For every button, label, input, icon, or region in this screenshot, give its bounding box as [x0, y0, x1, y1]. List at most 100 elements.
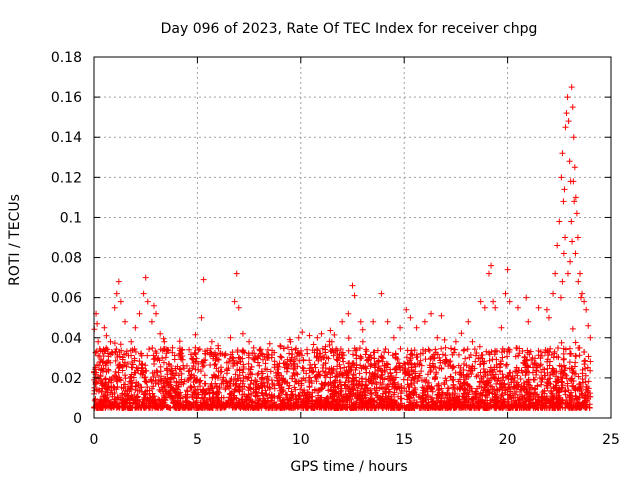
data-point: [222, 350, 229, 357]
data-point: [462, 386, 469, 393]
data-point: [465, 373, 472, 380]
data-point: [568, 376, 575, 383]
data-point: [498, 324, 505, 331]
data-point: [338, 387, 345, 394]
data-point: [567, 392, 574, 399]
data-point: [555, 344, 562, 351]
data-point: [546, 349, 553, 356]
data-point: [98, 380, 105, 387]
data-point: [127, 347, 134, 354]
data-point: [345, 386, 352, 393]
data-point: [585, 378, 592, 385]
data-point: [219, 376, 226, 383]
data-point: [247, 385, 254, 392]
data-point: [171, 388, 178, 395]
data-point: [571, 385, 578, 392]
data-point: [227, 334, 234, 341]
data-point: [156, 397, 163, 404]
data-point: [579, 392, 586, 399]
data-point: [252, 381, 259, 388]
data-point: [178, 379, 185, 386]
data-point: [565, 387, 572, 394]
data-point: [542, 349, 549, 356]
data-point: [575, 403, 582, 410]
data-point: [95, 338, 102, 345]
data-point: [446, 404, 453, 411]
data-point: [476, 404, 483, 411]
data-point: [442, 400, 449, 407]
data-point: [128, 364, 135, 371]
data-point: [339, 355, 346, 362]
data-point: [253, 389, 260, 396]
data-point: [245, 354, 252, 361]
data-point: [148, 378, 155, 385]
data-point: [252, 392, 259, 399]
data-point: [109, 391, 116, 398]
data-point: [126, 397, 133, 404]
data-point: [485, 388, 492, 395]
data-point: [334, 383, 341, 390]
data-point: [318, 380, 325, 387]
data-point: [235, 304, 242, 311]
data-point: [503, 361, 510, 368]
data-point: [496, 364, 503, 371]
data-point: [313, 378, 320, 385]
data-point: [491, 386, 498, 393]
data-point: [358, 375, 365, 382]
data-point: [538, 352, 545, 359]
data-point: [326, 338, 333, 345]
data-point: [428, 310, 435, 317]
data-point: [274, 366, 281, 373]
data-point: [193, 377, 200, 384]
data-point: [571, 164, 578, 171]
data-point: [418, 394, 425, 401]
data-point: [298, 401, 305, 408]
data-point: [187, 402, 194, 409]
data-point: [127, 380, 134, 387]
data-point: [441, 336, 448, 343]
data-point: [284, 395, 291, 402]
data-point: [583, 383, 590, 390]
data-point: [304, 350, 311, 357]
data-point: [114, 403, 121, 410]
data-point: [338, 393, 345, 400]
x-tick-label: 25: [602, 432, 620, 448]
data-point: [330, 365, 337, 372]
data-point: [183, 398, 190, 405]
data-point: [525, 318, 532, 325]
data-point: [114, 394, 121, 401]
data-point: [566, 345, 573, 352]
data-point: [587, 367, 594, 374]
data-point: [200, 402, 207, 409]
data-point: [550, 371, 557, 378]
data-point: [121, 359, 128, 366]
data-point: [346, 360, 353, 367]
data-point: [471, 391, 478, 398]
data-point: [193, 402, 200, 409]
data-point: [458, 369, 465, 376]
data-point: [291, 384, 298, 391]
data-point: [535, 352, 542, 359]
data-point: [569, 375, 576, 382]
data-point: [442, 344, 449, 351]
data-point: [359, 338, 366, 345]
data-point: [265, 354, 272, 361]
data-point: [570, 134, 577, 141]
data-point: [409, 374, 416, 381]
data-point: [123, 348, 130, 355]
data-point: [151, 401, 158, 408]
data-point: [122, 381, 129, 388]
data-point: [234, 348, 241, 355]
data-point: [236, 354, 243, 361]
data-point: [189, 393, 196, 400]
data-point: [560, 250, 567, 257]
data-point: [138, 365, 145, 372]
data-point: [512, 368, 519, 375]
data-point: [366, 378, 373, 385]
data-point: [375, 404, 382, 411]
data-point: [157, 388, 164, 395]
data-point: [356, 345, 363, 352]
data-point: [281, 378, 288, 385]
data-point: [241, 383, 248, 390]
data-point: [154, 404, 161, 411]
